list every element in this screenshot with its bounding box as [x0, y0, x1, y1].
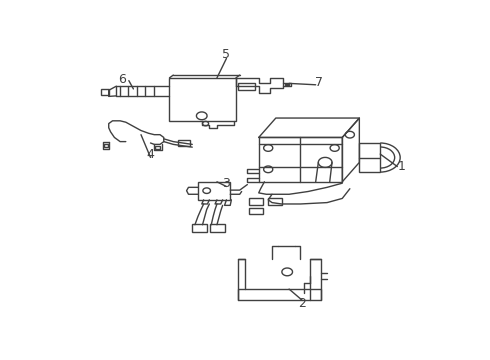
Text: 7: 7: [316, 76, 323, 89]
Bar: [238, 289, 321, 300]
Bar: [249, 208, 263, 214]
Bar: [268, 198, 281, 205]
Bar: [104, 144, 108, 147]
Bar: [101, 89, 109, 95]
Bar: [178, 140, 190, 146]
Bar: [359, 143, 380, 172]
Bar: [198, 182, 230, 200]
Text: 6: 6: [118, 73, 126, 86]
Bar: [155, 146, 160, 149]
Bar: [259, 138, 342, 182]
Bar: [210, 225, 224, 232]
Bar: [285, 84, 289, 85]
Bar: [249, 198, 263, 205]
Bar: [170, 78, 236, 121]
Text: 1: 1: [397, 160, 405, 173]
Text: 2: 2: [298, 297, 306, 310]
Bar: [192, 225, 207, 232]
Text: 5: 5: [222, 48, 230, 61]
Text: 3: 3: [222, 177, 230, 190]
Bar: [238, 84, 255, 90]
Text: 4: 4: [147, 148, 154, 161]
